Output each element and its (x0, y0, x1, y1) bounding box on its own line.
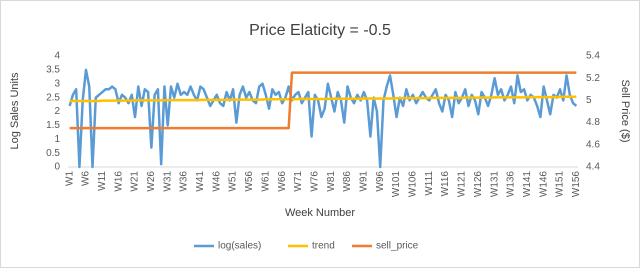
x-tick-label: W126 (473, 171, 484, 198)
y2-tick-label: 5.4 (586, 51, 600, 62)
x-tick-label: W16 (113, 171, 124, 192)
legend-label: trend (312, 241, 335, 252)
y2-tick-label: 4.4 (586, 162, 600, 173)
x-tick-label: W31 (162, 171, 173, 192)
series-line (69, 95, 577, 103)
x-tick-label: W96 (375, 171, 386, 192)
x-tick-label: W66 (277, 171, 288, 192)
chart-title: Price Elaticity = -0.5 (249, 22, 391, 39)
x-tick-label: W136 (506, 171, 517, 198)
x-tick-label: W61 (260, 171, 271, 192)
x-tick-label: W1 (64, 171, 75, 186)
y-tick-label: 0 (54, 162, 60, 173)
y2-tick-label: 4.8 (586, 117, 600, 128)
y-tick-label: 3.5 (46, 65, 60, 76)
x-tick-label: W11 (97, 171, 108, 191)
x-tick-label: W36 (179, 171, 190, 192)
x-tick-label: W156 (571, 171, 582, 198)
y-tick-label: 3 (54, 78, 60, 89)
x-tick-label: W6 (81, 171, 92, 186)
x-tick-label: W46 (211, 171, 222, 192)
series-line (68, 68, 578, 169)
x-tick-label: W81 (326, 171, 337, 192)
x-tick-label: W51 (228, 171, 239, 192)
y-tick-label: 1.5 (46, 120, 60, 131)
y2-tick-label: 5.2 (586, 73, 600, 84)
y-tick-label: 0.5 (46, 148, 60, 159)
x-tick-label: W21 (130, 171, 141, 192)
y-tick-label: 4 (54, 51, 60, 62)
x-tick-label: W116 (440, 171, 451, 197)
x-tick-label: W76 (309, 171, 320, 192)
y2-tick-label: 4.6 (586, 139, 600, 150)
x-tick-label: W121 (457, 171, 468, 198)
y-axis-title: Log Sales Units (9, 72, 21, 150)
series-line (69, 71, 577, 130)
x-tick-label: W26 (146, 171, 157, 192)
y-tick-label: 2 (54, 106, 60, 117)
x-tick-label: W91 (359, 171, 370, 192)
y2-tick-label: 5 (586, 95, 592, 106)
x-tick-label: W141 (522, 171, 533, 198)
x-tick-label: W86 (342, 171, 353, 192)
y-tick-label: 1 (54, 134, 60, 145)
x-tick-label: W131 (489, 171, 500, 198)
x-tick-label: W101 (391, 171, 402, 198)
legend-label: log(sales) (218, 241, 261, 252)
x-axis-title: Week Number (285, 207, 355, 219)
y2-axis-title: Sell Price ($) (619, 80, 631, 143)
y-tick-label: 2.5 (46, 92, 60, 103)
x-tick-label: W111 (424, 171, 435, 196)
x-tick-label: W41 (195, 171, 206, 192)
x-tick-label: W71 (293, 171, 304, 192)
x-tick-label: W106 (408, 171, 419, 198)
x-tick-label: W56 (244, 171, 255, 192)
x-tick-label: W146 (538, 171, 549, 198)
x-tick-label: W151 (555, 171, 566, 198)
legend-label: sell_price (376, 241, 419, 252)
